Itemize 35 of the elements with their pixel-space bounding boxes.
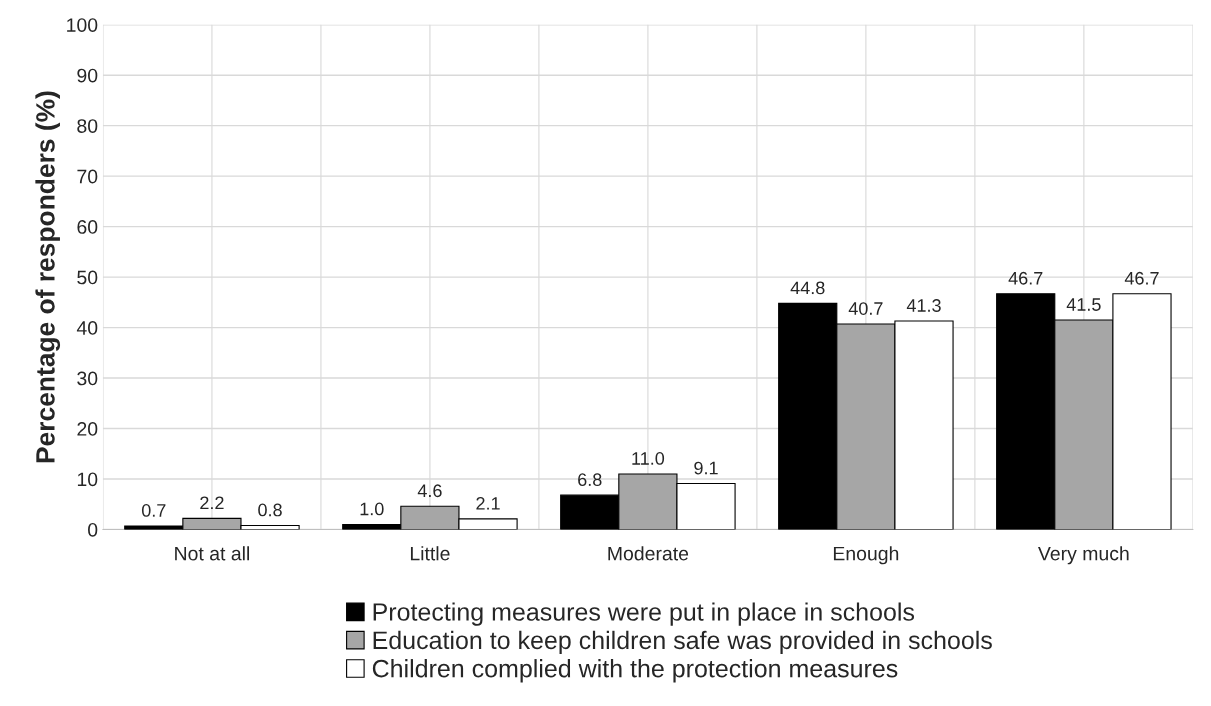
y-tick-label: 50 bbox=[77, 270, 98, 285]
data-label: 46.7 bbox=[1124, 271, 1159, 285]
y-tick-label: 100 bbox=[67, 18, 98, 32]
legend-label: Education to keep children safe was provided in schools bbox=[373, 630, 992, 655]
data-label: 46.7 bbox=[1008, 271, 1043, 285]
y-axis-title: Percentage of responders (%) bbox=[35, 91, 61, 463]
data-label: 2.1 bbox=[476, 496, 500, 510]
data-label: 1.0 bbox=[360, 502, 384, 516]
y-tick-label: 0 bbox=[88, 522, 98, 537]
x-tick-label: Not at all bbox=[175, 546, 249, 561]
legend-label: Children complied with the protection measures bbox=[372, 659, 898, 683]
data-label: 44.8 bbox=[790, 281, 825, 295]
y-tick-label: 20 bbox=[77, 422, 98, 436]
data-label: 11.0 bbox=[632, 452, 665, 465]
x-tick-label: Enough bbox=[833, 546, 899, 565]
y-tick-label: 60 bbox=[77, 220, 98, 234]
data-label: 4.6 bbox=[417, 484, 442, 498]
y-tick-label: 10 bbox=[77, 472, 98, 487]
data-label: 41.5 bbox=[1066, 298, 1101, 311]
y-tick-label: 70 bbox=[77, 169, 98, 184]
data-label: 40.7 bbox=[848, 302, 883, 315]
y-tick-label: 90 bbox=[77, 68, 98, 83]
data-label: 6.8 bbox=[578, 473, 602, 487]
data-label: 9.1 bbox=[694, 461, 718, 475]
legend-label: Protecting measures were put in place in schools bbox=[373, 602, 915, 626]
x-tick-label: Little bbox=[410, 546, 450, 561]
data-label: 0.8 bbox=[258, 503, 282, 517]
y-tick-label: 30 bbox=[77, 371, 98, 386]
data-label: 0.7 bbox=[141, 504, 166, 517]
x-tick-label: Very much bbox=[1038, 546, 1129, 565]
data-label: 41.3 bbox=[906, 299, 941, 312]
y-tick-label: 80 bbox=[77, 119, 98, 133]
x-tick-label: Moderate bbox=[608, 546, 689, 561]
data-label: 2.2 bbox=[200, 496, 224, 510]
y-tick-label: 40 bbox=[76, 321, 98, 335]
